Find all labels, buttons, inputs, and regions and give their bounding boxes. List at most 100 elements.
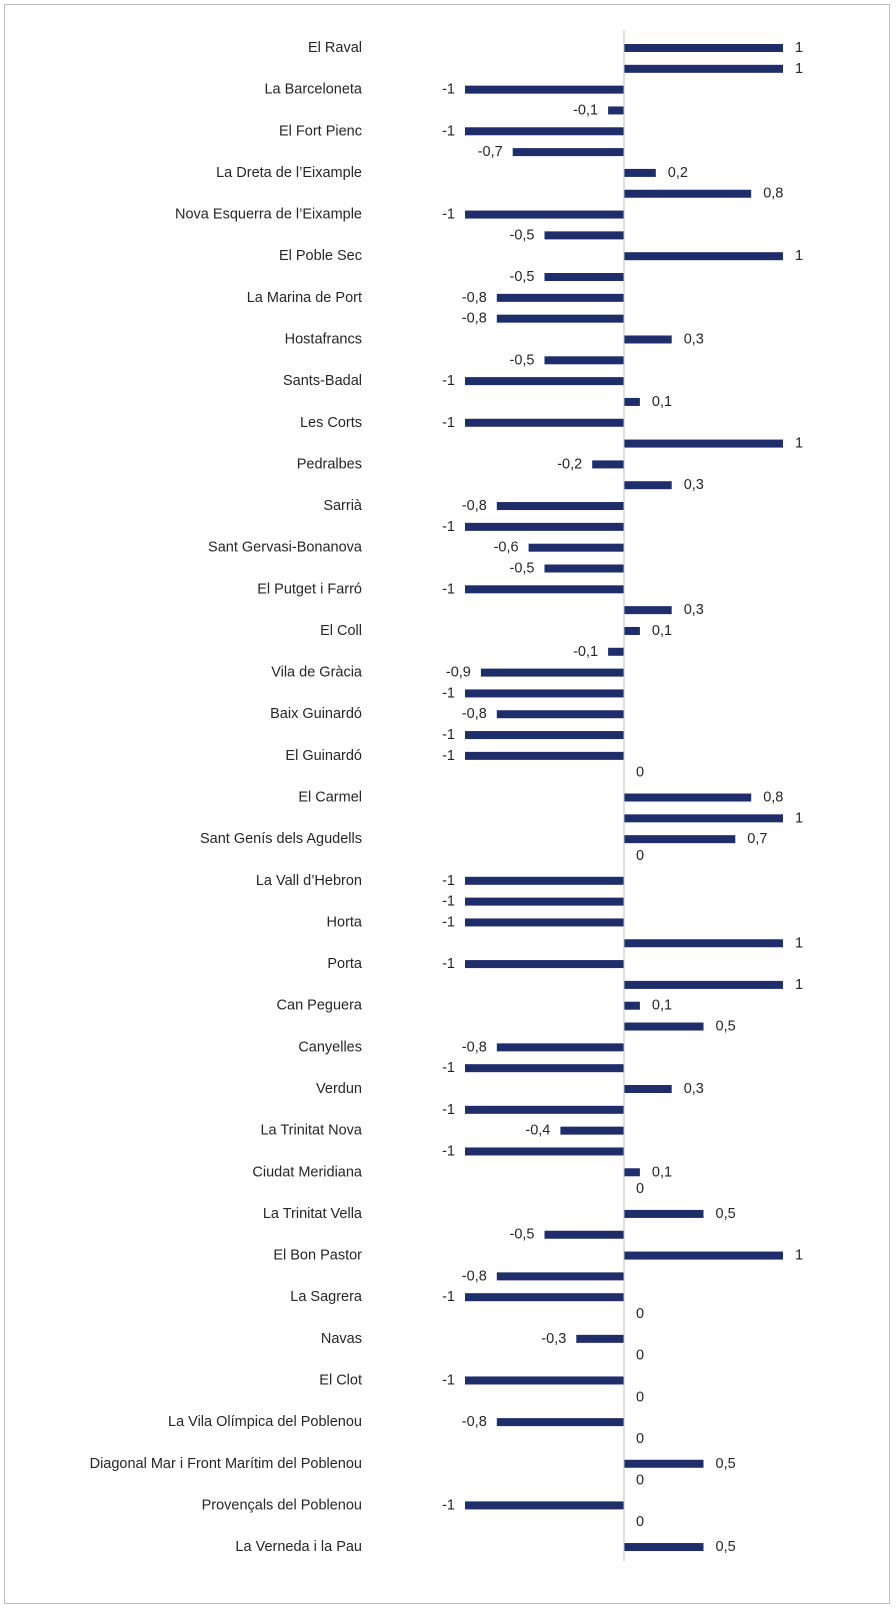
data-label: -1: [442, 373, 455, 389]
bar: [465, 585, 624, 594]
bar: [544, 231, 624, 240]
category-label: El Clot: [319, 1372, 362, 1388]
category-label: La Vila Olímpica del Poblenou: [168, 1414, 362, 1430]
category-label: Vila de Gràcia: [271, 665, 363, 681]
data-label: -0,3: [541, 1331, 566, 1347]
bar: [496, 1043, 624, 1052]
data-label: -1: [442, 1289, 455, 1305]
data-label: 1: [795, 977, 803, 993]
bar: [465, 731, 624, 740]
data-label: 0,1: [652, 1164, 672, 1180]
data-label: 1: [795, 935, 803, 951]
category-labels-group: El Raval La Barceloneta El Fort Pienc La Dr…: [90, 40, 363, 1555]
bar: [465, 689, 624, 698]
bar: [465, 751, 624, 760]
data-label: -1: [442, 207, 455, 223]
bar: [560, 1126, 624, 1135]
category-label: El Carmel: [298, 790, 362, 806]
category-label: El Poble Sec: [279, 248, 362, 264]
data-label: -0,4: [525, 1123, 550, 1139]
bar: [624, 606, 672, 615]
category-label: El Bon Pastor: [273, 1248, 362, 1264]
value-labels-group: 1 1 -1 -0,1 -1 -0,7 0,2 0,8 -1 -0,5 1 -0,5 -0,8 -0,8 0…: [442, 40, 803, 1555]
bar: [465, 1105, 624, 1114]
data-label: -1: [442, 727, 455, 743]
bar: [465, 960, 624, 969]
bar: [624, 1022, 704, 1031]
category-label: Provençals del Poblenou: [202, 1497, 362, 1513]
data-label: 0: [636, 1348, 644, 1364]
data-label: 1: [795, 436, 803, 452]
bar: [624, 939, 783, 948]
bar: [624, 44, 783, 52]
data-label: -1: [442, 1102, 455, 1118]
data-label: 0,3: [684, 477, 704, 493]
category-label: La Barceloneta: [264, 82, 362, 98]
bar: [465, 85, 624, 94]
data-label: -0,6: [494, 540, 519, 556]
data-label: 0,2: [668, 165, 688, 181]
data-label: -0,5: [510, 1227, 535, 1243]
data-label: -0,2: [557, 456, 582, 472]
bar: [496, 710, 624, 719]
data-label: 0,3: [684, 1081, 704, 1097]
data-label: 1: [795, 1248, 803, 1264]
bar: [624, 1459, 704, 1468]
bar: [528, 543, 624, 552]
data-label: 0,5: [716, 1456, 736, 1472]
data-label: 1: [795, 810, 803, 826]
data-label: 0: [636, 1181, 644, 1197]
data-label: -0,1: [573, 102, 598, 118]
bar: [544, 273, 624, 282]
data-label: 0: [636, 1389, 644, 1405]
bar: [465, 1376, 624, 1385]
data-label: -0,8: [462, 498, 487, 514]
data-label: -1: [442, 685, 455, 701]
bar: [496, 1418, 624, 1427]
bar: [624, 168, 656, 177]
bar: [624, 1168, 640, 1177]
data-label: -0,5: [510, 269, 535, 285]
data-label: -1: [442, 82, 455, 98]
category-label: Baix Guinardó: [270, 706, 362, 722]
data-label: 0,1: [652, 394, 672, 410]
category-label: El Raval: [308, 40, 362, 56]
bar: [624, 1085, 672, 1093]
data-label: -0,8: [462, 706, 487, 722]
bar: [624, 64, 783, 73]
data-label: 0,3: [684, 602, 704, 618]
bar: [465, 1501, 624, 1510]
category-label: Porta: [327, 956, 363, 972]
data-label: -1: [442, 415, 455, 431]
category-label: Horta: [327, 914, 363, 930]
bar: [496, 1272, 624, 1281]
chart-frame: [4, 4, 890, 1604]
category-label: El Fort Pienc: [279, 123, 362, 139]
bar: [624, 980, 783, 989]
bar: [465, 522, 624, 531]
bar: [624, 814, 783, 823]
data-label: -1: [442, 956, 455, 972]
category-label: Les Corts: [300, 415, 362, 431]
data-label: -1: [442, 1372, 455, 1388]
category-label: La Dreta de l’Eixample: [216, 165, 362, 181]
category-label: Pedralbes: [297, 456, 362, 472]
bar: [592, 460, 624, 469]
bar: [576, 1334, 624, 1343]
data-label: 1: [795, 248, 803, 264]
bar: [480, 668, 624, 677]
data-label: 0,5: [716, 1539, 736, 1555]
bar: [608, 106, 624, 115]
category-label: Verdun: [316, 1081, 362, 1097]
data-label: -1: [442, 1143, 455, 1159]
bar: [544, 564, 624, 573]
category-label: Nova Esquerra de l’Eixample: [175, 207, 362, 223]
data-label: 0: [636, 765, 644, 781]
bar: [465, 418, 624, 427]
bar: [624, 1001, 640, 1010]
data-label: -0,1: [573, 644, 598, 660]
bar: [496, 314, 624, 323]
data-label: -1: [442, 123, 455, 139]
category-label: La Sagrera: [290, 1289, 363, 1305]
data-label: -0,8: [462, 290, 487, 306]
